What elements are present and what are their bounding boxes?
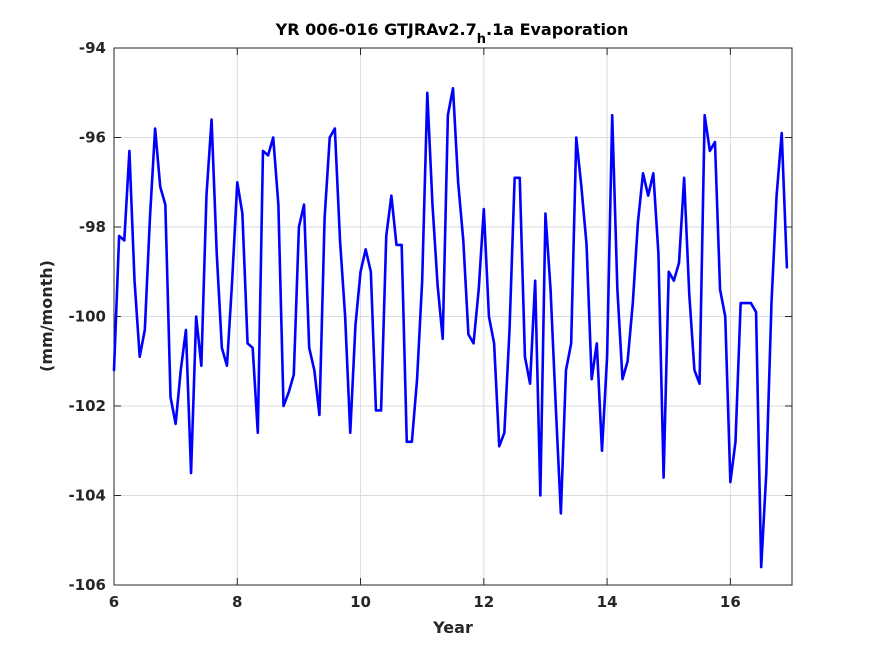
chart-title-suffix: .1a Evaporation (486, 20, 628, 39)
x-tick-label: 8 (232, 593, 242, 611)
y-tick-label: -104 (68, 487, 106, 505)
chart-title-subscript: h (477, 32, 486, 47)
x-axis-label: Year (432, 618, 473, 637)
tick-marks (113, 47, 792, 586)
y-tick-label: -106 (68, 576, 106, 594)
x-tick-label: 12 (473, 593, 494, 611)
evaporation-series-line (112, 86, 789, 569)
y-tick-labels: -94 -96 -98 -100 -102 -104 -106 (68, 39, 106, 594)
y-tick-label: -102 (68, 397, 106, 415)
y-tick-label: -98 (79, 218, 106, 236)
chart-title: YR 006-016 GTJRAv2.7h.1a Evaporation (275, 20, 629, 47)
x-tick-label: 6 (109, 593, 119, 611)
x-tick-label: 14 (597, 593, 618, 611)
x-tick-labels: 6 8 10 12 14 16 (109, 593, 741, 611)
y-tick-label: -100 (68, 308, 106, 326)
y-tick-label: -96 (79, 129, 106, 147)
y-tick-label: -94 (79, 39, 106, 57)
x-tick-label: 16 (720, 593, 741, 611)
x-tick-label: 10 (350, 593, 371, 611)
y-axis-label: (mm/month) (37, 260, 56, 372)
chart-title-main: YR 006-016 GTJRAv2.7 (275, 20, 477, 39)
